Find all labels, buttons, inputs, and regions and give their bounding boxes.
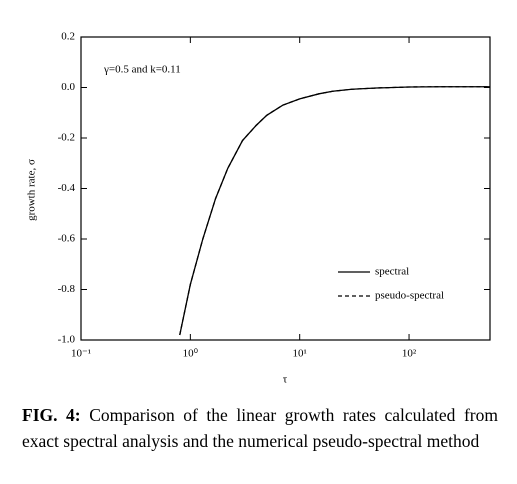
x-tick-label: 10¹	[293, 348, 307, 360]
annotation: γ=0.5 and k=0.11	[103, 64, 181, 76]
chart: γ=0.5 and k=0.11 τ growth rate, σ -1.0 -0…	[26, 31, 491, 386]
caption: FIG. 4: Comparison of the linear growth …	[22, 402, 498, 454]
series-line	[179, 86, 490, 336]
x-tick-label: 10⁰	[183, 348, 199, 360]
y-tick-label: -1.0	[58, 334, 76, 346]
caption-label: FIG. 4:	[22, 405, 81, 425]
y-tick-label: 0.2	[61, 31, 75, 43]
legend-label: spectral	[375, 266, 409, 278]
y-tick-label: -0.6	[58, 233, 76, 245]
caption-text: Comparison of the linear growth rates ca…	[22, 405, 498, 451]
x-axis-label: τ	[283, 374, 288, 386]
y-tick-label: -0.8	[58, 283, 76, 295]
x-tick-label: 10²	[402, 348, 417, 360]
y-tick-label: 0.0	[61, 81, 75, 93]
x-tick-label: 10⁻¹	[71, 348, 91, 360]
y-tick-label: -0.2	[58, 132, 75, 144]
legend-label: pseudo-spectral	[375, 290, 444, 302]
y-tick-label: -0.4	[58, 182, 76, 194]
y-axis-label: growth rate, σ	[26, 159, 38, 221]
